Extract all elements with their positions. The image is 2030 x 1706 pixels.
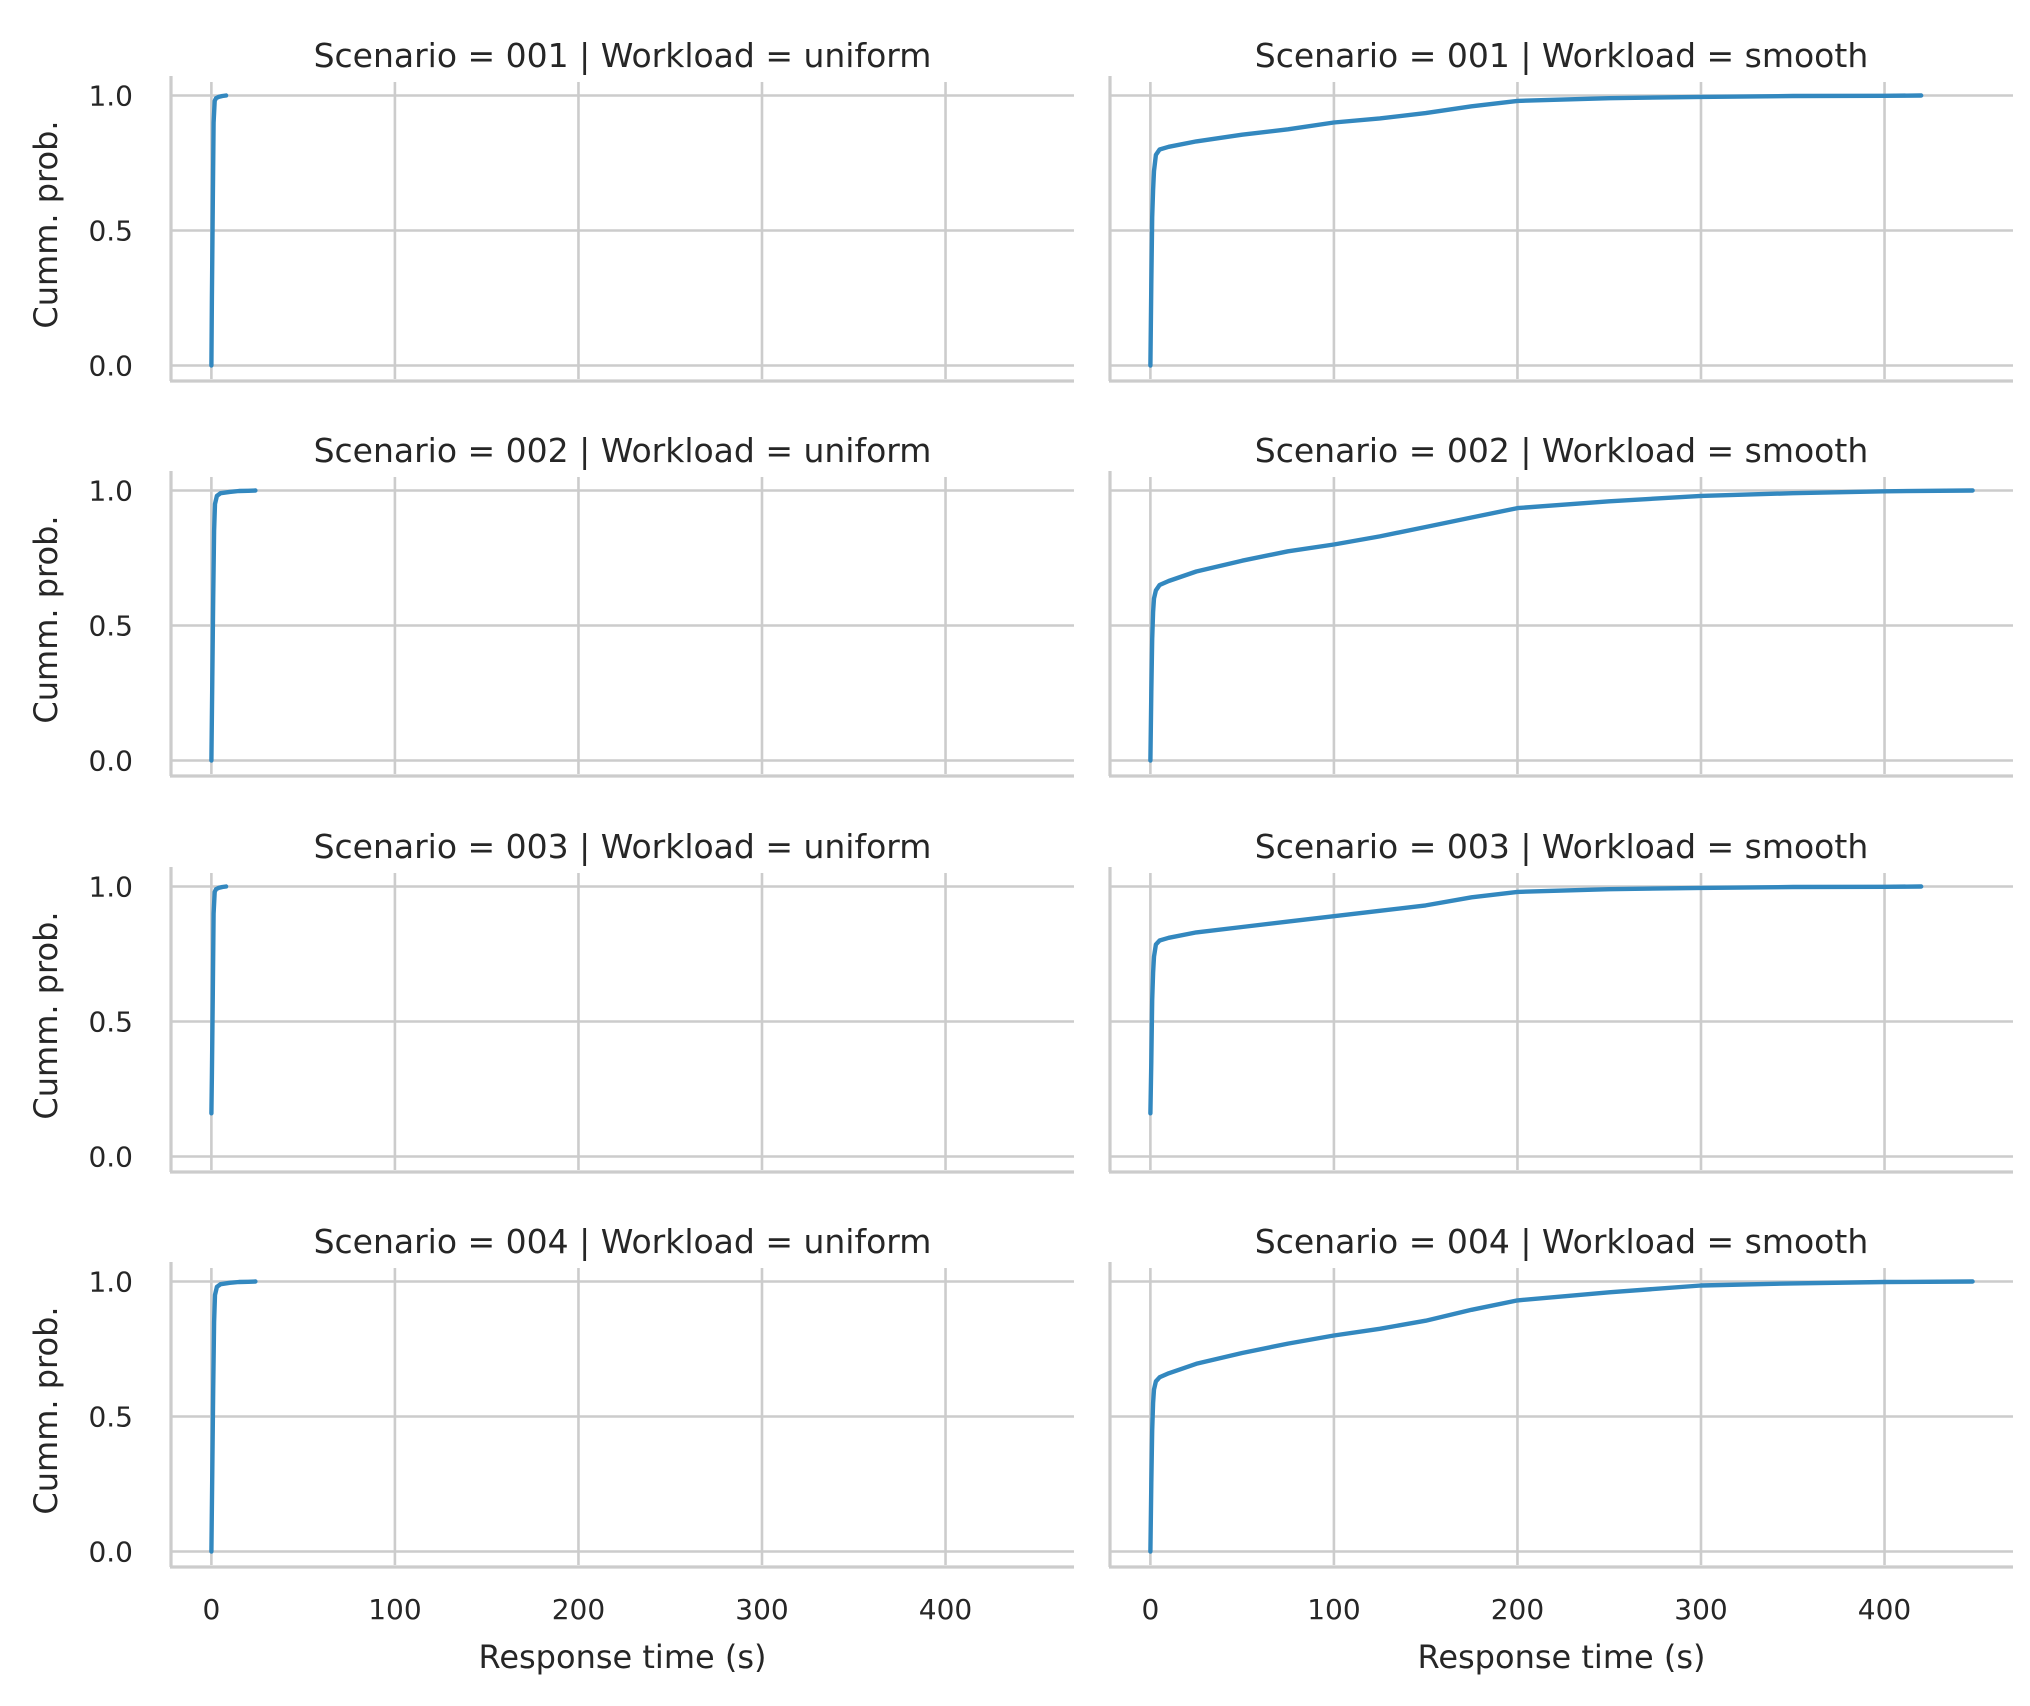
y-tick-label: 0.0: [88, 1141, 133, 1174]
y-tick-label: 0.5: [88, 1006, 133, 1039]
y-tick-label: 0.0: [88, 1536, 133, 1569]
y-axis-label: Cumm. prob.: [27, 120, 65, 328]
ecdf-line: [1148, 93, 1924, 368]
x-tick-label: 100: [1307, 1593, 1360, 1626]
ecdf-line: [209, 884, 229, 1116]
facet-panel: Scenario = 004 | Workload = smooth 0 100 20…: [1108, 1222, 2013, 1676]
ecdf-line: [1148, 488, 1975, 763]
x-tick-label: 200: [552, 1593, 605, 1626]
facet-panel: Scenario = 003 | Workload = uniform 0.0 0.…: [27, 827, 1074, 1174]
x-tick-label: 400: [1858, 1593, 1911, 1626]
panel-title: Scenario = 002 | Workload = smooth: [1255, 431, 1868, 470]
ecdf-line: [209, 93, 229, 368]
y-axis-label: Cumm. prob.: [27, 515, 65, 723]
y-tick-label: 1.0: [88, 871, 133, 904]
facet-panel: Scenario = 002 | Workload = uniform 0.0 0.…: [27, 431, 1074, 778]
facet-panel: Scenario = 001 | Workload = uniform 0.0 0.…: [27, 36, 1074, 383]
facet-panel: Scenario = 001 | Workload = smooth: [1108, 36, 2013, 383]
panel-title: Scenario = 001 | Workload = uniform: [314, 36, 932, 75]
ecdf-line: [209, 488, 258, 763]
x-tick-label: 300: [1674, 1593, 1727, 1626]
x-tick-label: 0: [202, 1593, 220, 1626]
y-axis-label: Cumm. prob.: [27, 1306, 65, 1514]
facet-panel: Scenario = 002 | Workload = smooth: [1108, 431, 2013, 778]
y-tick-label: 0.5: [88, 215, 133, 248]
y-tick-label: 0.5: [88, 610, 133, 643]
y-tick-label: 1.0: [88, 475, 133, 508]
facet-panel: Scenario = 003 | Workload = smooth: [1108, 827, 2013, 1174]
x-axis-label: Response time (s): [479, 1638, 767, 1676]
x-tick-label: 0: [1141, 1593, 1159, 1626]
y-tick-label: 1.0: [88, 1266, 133, 1299]
x-tick-label: 200: [1491, 1593, 1544, 1626]
y-axis-label: Cumm. prob.: [27, 911, 65, 1119]
facet-panel: Scenario = 004 | Workload = uniform 0.0 0.…: [27, 1222, 1074, 1676]
x-tick-label: 400: [919, 1593, 972, 1626]
y-tick-label: 1.0: [88, 80, 133, 113]
panel-title: Scenario = 002 | Workload = uniform: [314, 431, 932, 470]
y-tick-label: 0.0: [88, 745, 133, 778]
panel-title: Scenario = 004 | Workload = smooth: [1255, 1222, 1868, 1261]
ecdf-line: [1148, 1279, 1975, 1554]
panel-title: Scenario = 003 | Workload = smooth: [1255, 827, 1868, 866]
ecdf-line: [209, 1279, 258, 1554]
x-tick-label: 300: [735, 1593, 788, 1626]
ecdf-line: [1148, 884, 1924, 1116]
panel-title: Scenario = 004 | Workload = uniform: [314, 1222, 932, 1261]
y-tick-label: 0.5: [88, 1401, 133, 1434]
panel-title: Scenario = 001 | Workload = smooth: [1255, 36, 1868, 75]
x-axis-label: Response time (s): [1418, 1638, 1706, 1676]
y-tick-label: 0.0: [88, 350, 133, 383]
panel-title: Scenario = 003 | Workload = uniform: [314, 827, 932, 866]
x-tick-label: 100: [368, 1593, 421, 1626]
facet-panels: Scenario = 001 | Workload = uniform 0.0 0.…: [27, 36, 2013, 1676]
